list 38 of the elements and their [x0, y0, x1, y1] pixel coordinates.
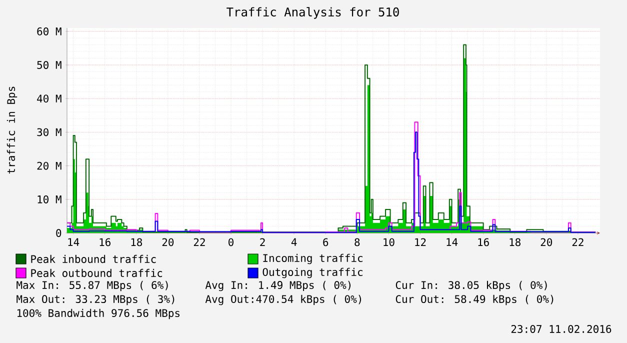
x-tick-label: 4 [291, 238, 297, 246]
text: Max Out: 33.23 MBps ( 3%) [16, 294, 174, 306]
x-tick-label: 22 [572, 238, 584, 246]
x-tick-label: 6 [323, 238, 328, 246]
x-tick-label: 14 [446, 238, 458, 246]
y-tick-label: 50 M [37, 60, 62, 69]
x-tick-label: 18 [510, 238, 521, 246]
y-tick-label: 10 M [38, 195, 62, 204]
text: Cur Out: 58.49 kBps ( 0%) [396, 294, 554, 306]
x-tick-label: 2 [260, 238, 265, 246]
y-tick-label: 60 M [37, 27, 62, 36]
x-tick-label: 10 [384, 238, 394, 246]
text: 23:07 11.02.2016 [511, 325, 612, 333]
legend-label: Peak outbound traffic [31, 268, 162, 278]
legend-label: Outgoing traffic [262, 268, 362, 278]
x-tick-label: 20 [540, 238, 552, 246]
x-tick-label: 16 [100, 238, 110, 246]
y-tick-label: 40 M [37, 94, 62, 103]
text: Max In: 55.87 MBps ( 6%) [16, 280, 168, 292]
text: Avg In: 1.49 MBps ( 0%) [205, 280, 351, 292]
x-tick-label: 18 [131, 238, 142, 246]
y-tick-label: 30 M [37, 128, 62, 136]
text: Avg Out:470.54 kBps ( 0%) [205, 294, 362, 306]
legend-label: Peak inbound traffic [31, 254, 156, 264]
x-tick-label: 20 [162, 238, 174, 246]
chart-title: Traffic Analysis for 510 [226, 7, 399, 19]
x-tick-label: 12 [415, 238, 426, 246]
x-tick-label: 14 [68, 238, 80, 246]
y-tick-label: 20 M [37, 162, 62, 170]
x-tick-label: 22 [194, 238, 205, 246]
y-axis-title: traffic in Bps [6, 86, 18, 174]
x-tick-label: 8 [354, 238, 360, 246]
y-tick-label: 0 [56, 229, 62, 237]
text: Cur In: 38.05 kBps ( 0%) [396, 280, 547, 292]
x-tick-label: 16 [478, 238, 489, 246]
text: 100% Bandwidth 976.56 MBps [17, 308, 180, 320]
x-tick-label: 0 [228, 238, 234, 246]
legend-label: Incoming traffic [263, 254, 362, 264]
